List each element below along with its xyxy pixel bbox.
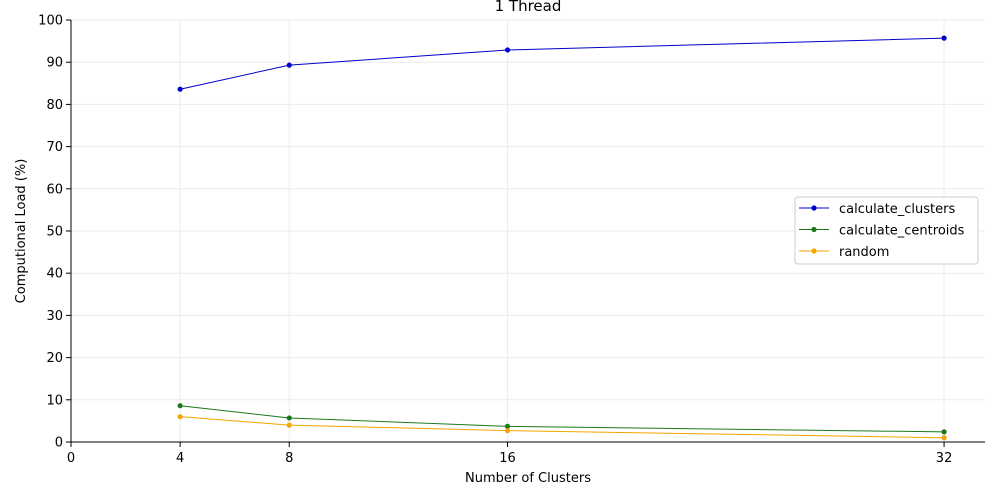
data-point: [504, 428, 511, 434]
series-line: [180, 416, 945, 439]
series-line: [180, 37, 945, 90]
y-tick-label: 90: [46, 56, 63, 71]
series-random: [177, 414, 947, 441]
y-tick-label: 100: [38, 14, 63, 29]
y-tick-label: 40: [46, 267, 63, 282]
legend-box: [794, 196, 979, 265]
data-point: [177, 414, 183, 420]
y-tick-label: 80: [46, 98, 63, 113]
series: [177, 35, 947, 441]
series-line: [180, 405, 945, 433]
data-point: [286, 415, 292, 421]
ticks: 0 10 20 30 40 50 60 70 80 90 100 0 4 8 16 32: [38, 14, 952, 467]
data-point: [177, 403, 183, 409]
legend-label: calculate_centroids: [839, 224, 965, 239]
y-tick-label: 20: [46, 351, 63, 366]
y-tick-label: 60: [46, 182, 63, 197]
data-point: [941, 429, 947, 435]
x-tick-label: 8: [285, 451, 293, 466]
data-point: [504, 47, 511, 53]
legend-marker: [811, 226, 817, 233]
x-tick-label: 32: [936, 451, 953, 466]
x-tick-label: 4: [176, 451, 184, 466]
series-calculate_clusters: [177, 35, 947, 92]
x-tick-label: 16: [499, 451, 516, 466]
data-point: [177, 86, 183, 92]
y-tick-label: 10: [46, 393, 63, 408]
data-point: [504, 423, 511, 429]
chart-title: 1 Thread: [495, 0, 562, 15]
legend-marker: [811, 205, 817, 211]
legend-label: calculate_clusters: [839, 202, 955, 217]
x-tick-label: 0: [67, 451, 75, 466]
series-calculate_centroids: [177, 403, 947, 435]
legend-marker: [811, 248, 817, 254]
data-point: [941, 35, 947, 41]
y-tick-label: 50: [46, 225, 63, 240]
legend-item: random: [799, 245, 889, 260]
legend: calculate_clusters calculate_centroidsran…: [794, 196, 979, 265]
legend-label: random: [839, 245, 889, 260]
y-tick-label: 30: [46, 309, 63, 324]
y-tick-label: 70: [46, 140, 63, 155]
legend-item: calculate_centroids: [799, 224, 965, 239]
legend-item: calculate_clusters: [799, 202, 955, 217]
data-point: [286, 422, 292, 428]
y-axis-title: Computional Load (%): [14, 159, 29, 304]
data-point: [941, 435, 947, 441]
data-point: [286, 62, 292, 68]
y-tick-label: 0: [55, 436, 63, 451]
x-axis-title: Number of Clusters: [465, 471, 591, 486]
